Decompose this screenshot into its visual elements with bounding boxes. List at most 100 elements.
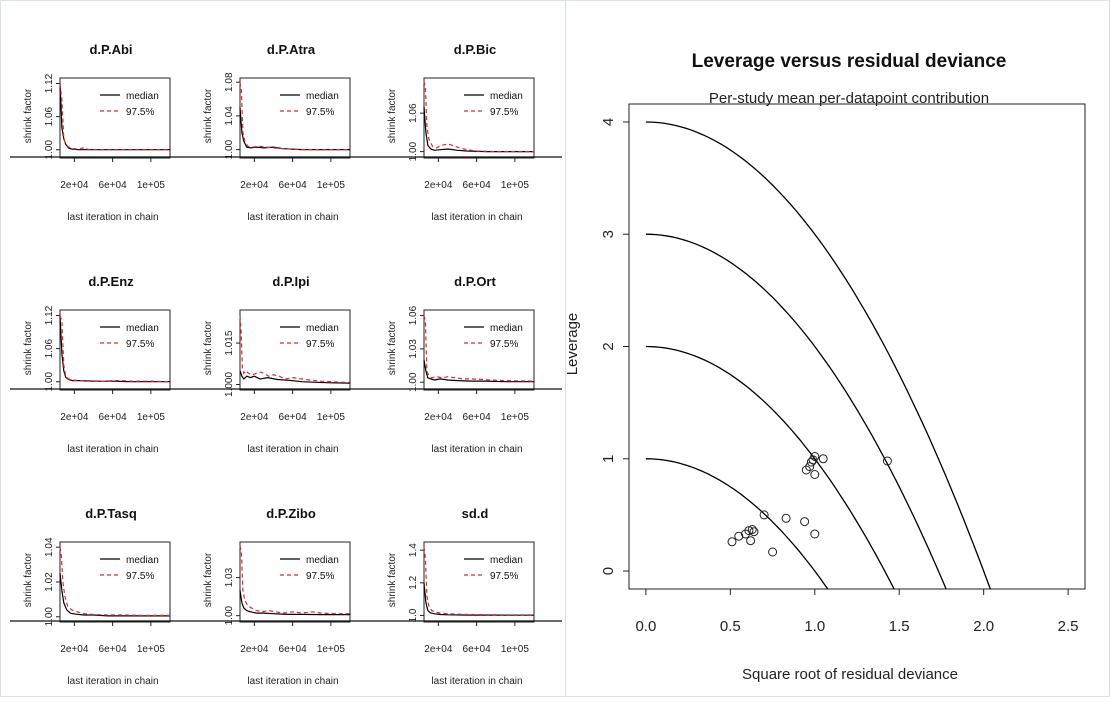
plot-title: d.P.Tasq (85, 506, 137, 521)
shrink-plot-6: d.P.Ort 1.00 1.03 1.06 shrink factor 2e+04 6e+… (387, 274, 535, 455)
legend-label: median (126, 91, 159, 102)
x-axis-label: last iteration in chain (247, 444, 338, 455)
plot-frame (239, 309, 351, 391)
y-axis-label: shrink factor (387, 88, 398, 143)
study-point (810, 452, 820, 461)
data-points (727, 452, 892, 557)
legend-label: median (126, 323, 159, 334)
x-tick-label: 6e+04 (279, 412, 308, 423)
contour-curve-4 (645, 121, 992, 589)
shrink-plot-5: d.P.Ipi 1.000 1.015 shrink factor 2e+04 6e+04… (203, 274, 351, 455)
x-axis-label: last iteration in chain (431, 676, 522, 687)
legend-label: median (306, 323, 339, 334)
x-tick-label: 1e+05 (501, 412, 530, 423)
x-tick-label: 1.0 (804, 618, 825, 635)
y-tick-label: 1.00 (44, 607, 55, 627)
x-tick-label: 1e+05 (501, 644, 530, 655)
plot-title: d.P.Zibo (266, 506, 316, 521)
x-tick-label: 2e+04 (60, 644, 89, 655)
x-tick-label: 2.5 (1058, 618, 1079, 635)
legend-label: median (306, 91, 339, 102)
x-tick-label: 0.0 (635, 618, 656, 635)
y-tick-label: 4 (600, 118, 617, 126)
x-tick-label: 6e+04 (463, 180, 492, 191)
y-tick-label: 1.06 (44, 338, 55, 358)
study-point (749, 527, 759, 537)
x-tick-label: 1e+05 (317, 180, 346, 191)
plot-frame (423, 309, 535, 391)
y-axis-label: shrink factor (23, 320, 34, 375)
shrink-factor-grid: d.P.Abi 1.00 1.06 1.12 shrink factor 2e+04 6e+… (10, 42, 562, 687)
y-tick-label: 1.06 (44, 106, 55, 126)
x-tick-label: 6e+04 (99, 180, 128, 191)
y-tick-label: 1.0 (408, 608, 419, 622)
series-line-upper (59, 547, 170, 617)
y-axis-label: shrink factor (23, 88, 34, 143)
y-axis-label: Leverage (567, 313, 581, 376)
series-line-upper (423, 315, 535, 382)
chart-subtitle: Per-study mean per-datapoint contributio… (709, 90, 989, 107)
y-tick-label: 1.015 (224, 330, 235, 355)
study-point (768, 547, 778, 557)
legend-label: 97.5% (126, 571, 154, 582)
leverage-plot-panel: Leverage versus residual deviance Per-stu… (564, 0, 1110, 697)
plot-title: d.P.Abi (89, 42, 132, 57)
x-tick-label: 0.5 (720, 618, 741, 635)
x-axis-label: last iteration in chain (67, 444, 158, 455)
y-tick-label: 1.00 (44, 372, 55, 392)
x-tick-label: 1.5 (889, 618, 910, 635)
x-tick-label: 6e+04 (279, 644, 308, 655)
y-tick-label: 1.02 (44, 572, 55, 592)
y-axis-label: shrink factor (23, 552, 34, 607)
y-tick-label: 1.000 (224, 372, 235, 397)
series-line-upper (423, 81, 534, 153)
plot-frame (59, 77, 171, 159)
legend-label: 97.5% (490, 571, 518, 582)
series-line-median (423, 359, 534, 383)
y-tick-label: 1.2 (408, 575, 419, 589)
y-axis-label: shrink factor (387, 552, 398, 607)
study-point (800, 517, 810, 527)
series-line-upper (423, 546, 534, 616)
chart-title: Leverage versus residual deviance (692, 51, 1007, 72)
shrink-plot-3: d.P.Bic 1.00 1.06 shrink factor 2e+04 6e+04 1e… (387, 42, 535, 223)
plot-frame (239, 541, 351, 623)
plot-title: sd.d (462, 506, 489, 521)
plot-frame (423, 77, 535, 159)
y-tick-label: 2 (600, 342, 617, 350)
study-point (741, 529, 750, 539)
legend-label: median (490, 555, 523, 566)
y-tick-label: 1.4 (408, 543, 419, 557)
plot-frame (628, 103, 1086, 590)
x-tick-label: 2e+04 (60, 412, 89, 423)
x-tick-label: 2e+04 (240, 412, 269, 423)
y-axis-label: shrink factor (203, 88, 214, 143)
legend-label: 97.5% (126, 339, 154, 350)
y-tick-label: 1.12 (44, 73, 55, 93)
study-point (810, 529, 820, 539)
x-axis-label: last iteration in chain (67, 212, 158, 223)
plot-frame (59, 309, 171, 391)
x-tick-label: 2.0 (973, 618, 994, 635)
x-tick-label: 6e+04 (99, 412, 128, 423)
x-tick-label: 1e+05 (501, 180, 530, 191)
series-line-upper (239, 82, 350, 151)
shrink-plot-1: d.P.Abi 1.00 1.06 1.12 shrink factor 2e+04 6e+… (23, 42, 171, 223)
y-tick-label: 1.00 (408, 372, 419, 392)
legend-label: 97.5% (306, 339, 334, 350)
plot-frame (423, 541, 535, 623)
legend-label: 97.5% (126, 107, 154, 118)
plot-title: d.P.Bic (454, 42, 496, 57)
x-axis-label: Square root of residual deviance (742, 666, 958, 683)
x-tick-label: 2e+04 (424, 412, 453, 423)
series-line-upper (59, 315, 171, 383)
plot-title: d.P.Enz (88, 274, 134, 289)
x-tick-label: 2e+04 (240, 644, 269, 655)
legend-label: 97.5% (306, 107, 334, 118)
leverage-scatter-chart: Leverage versus residual deviance Per-stu… (564, 51, 1086, 683)
y-axis-label: shrink factor (387, 320, 398, 375)
y-tick-label: 0 (600, 567, 617, 575)
shrink-plot-9: sd.d 1.0 1.2 1.4 shrink factor 2e+04 6e+04 1e+0… (387, 506, 535, 687)
x-tick-label: 2e+04 (240, 180, 269, 191)
